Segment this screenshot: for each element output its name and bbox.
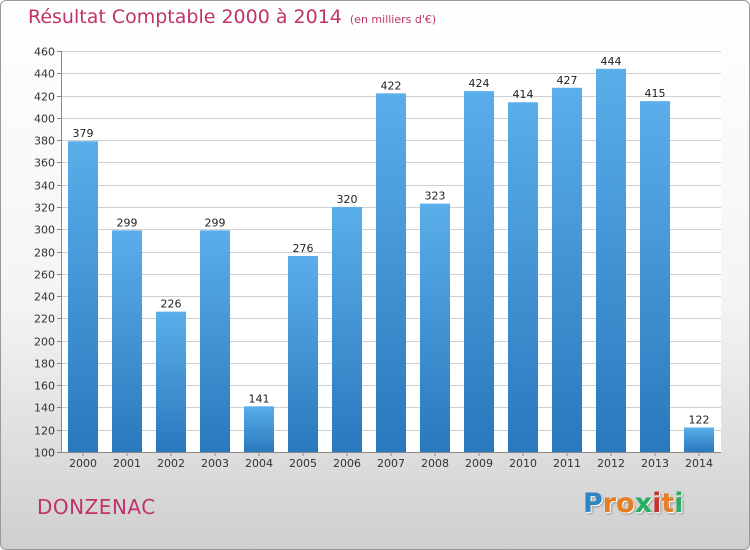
bar-2000 xyxy=(68,141,98,452)
y-tick-label: 240 xyxy=(34,291,55,304)
y-tick-label: 340 xyxy=(34,180,55,193)
bar-2011 xyxy=(552,87,582,452)
proxiti-logo: Proxiti xyxy=(583,488,684,519)
y-tick-label: 380 xyxy=(34,135,55,148)
chart-subtitle: (en milliers d'€) xyxy=(349,13,437,26)
logo-letter: x xyxy=(634,488,653,519)
bar-2003 xyxy=(200,230,230,452)
bar-value-label: 299 xyxy=(205,216,226,229)
bar-value-label: 379 xyxy=(73,127,94,140)
town-name: DONZENAC xyxy=(37,495,156,519)
bar-value-label: 422 xyxy=(381,79,402,92)
logo-letter: o xyxy=(616,488,635,519)
bar-2009 xyxy=(464,91,494,452)
y-tick-label: 200 xyxy=(34,336,55,349)
bar-2010 xyxy=(508,102,538,452)
bar-2014 xyxy=(684,427,714,452)
y-tick-label: 280 xyxy=(34,247,55,260)
bar-value-label: 320 xyxy=(337,193,358,206)
y-tick-label: 460 xyxy=(34,46,55,59)
logo-letter: i xyxy=(652,488,662,519)
bar-value-label: 427 xyxy=(557,74,578,87)
x-tick-label: 2013 xyxy=(641,457,669,470)
x-tick-label: 2012 xyxy=(597,457,625,470)
logo-letter: r xyxy=(602,488,617,519)
bar-2004 xyxy=(244,406,274,452)
bar-value-label: 414 xyxy=(513,88,534,101)
bar-2007 xyxy=(376,93,406,453)
bar-value-label: 415 xyxy=(645,87,666,100)
bar-2008 xyxy=(420,203,450,452)
y-axis-labels: 100 120 140 160 180 200 220 240 260 280 300 320 340 3… xyxy=(34,46,55,460)
y-tick-label: 220 xyxy=(34,313,55,326)
bar-value-label: 122 xyxy=(689,413,710,426)
x-tick-label: 2005 xyxy=(289,457,317,470)
y-tick-label: 180 xyxy=(34,358,55,371)
y-tick-label: 440 xyxy=(34,68,55,81)
x-tick-label: 2004 xyxy=(245,457,273,470)
y-tick-label: 360 xyxy=(34,157,55,170)
bar-2001 xyxy=(112,230,142,452)
logo-letter: i xyxy=(674,488,684,519)
bars: 379 299 226 299 141 276 320 422 323 424 414 427 444 4… xyxy=(68,55,714,453)
x-tick-label: 2006 xyxy=(333,457,361,470)
bar-value-label: 299 xyxy=(117,216,138,229)
x-tick-label: 2008 xyxy=(421,457,449,470)
chart-title-text: Résultat Comptable 2000 à 2014 xyxy=(28,6,342,28)
x-tick-label: 2010 xyxy=(509,457,537,470)
bar-2006 xyxy=(332,206,362,452)
x-axis-labels: 2000 2001 2002 2003 2004 2005 2006 2007 2008 2009… xyxy=(69,452,713,470)
y-tick-label: 400 xyxy=(34,113,55,126)
bar-value-label: 276 xyxy=(293,242,314,255)
x-tick-label: 2009 xyxy=(465,457,493,470)
y-tick-label: 140 xyxy=(34,402,55,415)
bar-2002 xyxy=(156,311,186,452)
bar-value-label: 323 xyxy=(425,190,446,203)
y-tick-label: 420 xyxy=(34,91,55,104)
y-tick-label: 320 xyxy=(34,202,55,215)
bar-value-label: 424 xyxy=(469,77,490,90)
bar-2013 xyxy=(640,101,670,452)
y-tick-label: 300 xyxy=(34,224,55,237)
x-tick-label: 2000 xyxy=(69,457,97,470)
bar-value-label: 141 xyxy=(249,392,270,405)
chart-title: Résultat Comptable 2000 à 2014 (en millie… xyxy=(28,6,436,28)
x-tick-label: 2001 xyxy=(113,457,141,470)
bar-2012 xyxy=(596,68,626,453)
y-tick-label: 120 xyxy=(34,425,55,438)
bar-value-label: 444 xyxy=(601,55,622,68)
bar-2005 xyxy=(288,255,318,452)
x-tick-label: 2002 xyxy=(157,457,185,470)
x-tick-label: 2007 xyxy=(377,457,405,470)
x-tick-label: 2014 xyxy=(685,457,713,470)
x-tick-label: 2003 xyxy=(201,457,229,470)
y-tick-label: 100 xyxy=(34,447,55,460)
x-tick-label: 2011 xyxy=(553,457,581,470)
y-tick-label: 260 xyxy=(34,269,55,282)
logo-letter: P xyxy=(583,488,603,519)
y-tick-label: 160 xyxy=(34,380,55,393)
bar-value-label: 226 xyxy=(161,298,182,311)
logo-letter: t xyxy=(661,488,675,519)
